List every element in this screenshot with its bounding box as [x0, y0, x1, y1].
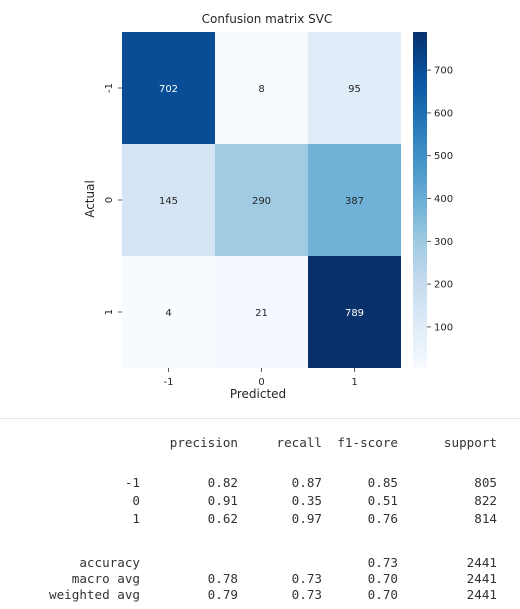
colorbar: [413, 32, 427, 368]
report-cell-precision: 0.82: [207, 475, 238, 490]
report-cell-precision: 0.91: [207, 493, 238, 508]
colorbar-tick-label: 200: [434, 280, 453, 291]
cell-value-label: 290: [252, 196, 271, 207]
colorbar-ticks: 100 200 300 400 500 600 700: [427, 66, 453, 333]
report-header-precision: precision: [169, 435, 238, 450]
report-cell-support: 805: [474, 475, 497, 490]
colorbar-tick-label: 600: [434, 108, 453, 119]
report-summary-f1: 0.70: [367, 587, 398, 602]
report-header-f1-score: f1-score: [337, 435, 398, 450]
report-summary-support: 2441: [466, 571, 497, 586]
heatmap-cell: [215, 256, 308, 368]
cell-value-label: 21: [255, 308, 268, 319]
report-row-label: -1: [124, 475, 140, 490]
cell-value-label: 4: [165, 308, 171, 319]
colorbar-tick-label: 500: [434, 151, 453, 162]
colorbar-tick-label: 400: [434, 194, 453, 205]
report-summary-recall: 0.73: [291, 571, 322, 586]
report-cell-recall: 0.97: [291, 511, 322, 526]
cell-value-label: 789: [345, 308, 364, 319]
report-summary-support: 2441: [466, 555, 497, 570]
cell-value-label: 145: [159, 196, 178, 207]
heatmap-cell: [215, 32, 308, 144]
y-tick-label: -1: [104, 83, 115, 93]
cell-value-label: 387: [345, 196, 364, 207]
report-cell-f1: 0.51: [367, 493, 398, 508]
report-cell-f1: 0.76: [367, 511, 398, 526]
report-header-support: support: [443, 435, 497, 450]
heatmap-cell: [215, 144, 308, 256]
colorbar-tick-label: 700: [434, 66, 453, 77]
report-summary-label: weighted avg: [49, 587, 140, 602]
report-summary-precision: 0.78: [207, 571, 238, 586]
heatmap-cells: [122, 32, 401, 368]
report-row-label: 0: [132, 493, 140, 508]
x-tick-label: -1: [164, 377, 174, 388]
report-cell-recall: 0.35: [291, 493, 322, 508]
y-tick-label: 0: [104, 197, 115, 203]
cell-value-label: 8: [258, 84, 264, 95]
report-row-label: 1: [132, 511, 140, 526]
y-tick-labels: -1 0 1: [104, 83, 122, 315]
report-cell-recall: 0.87: [291, 475, 322, 490]
cell-value-label: 702: [159, 84, 178, 95]
report-summary-support: 2441: [466, 587, 497, 602]
heatmap-cell: [308, 32, 401, 144]
heatmap-cell: [308, 256, 401, 368]
heatmap-cell-labels: 702 8 95 145 290 387 4 21 789: [159, 84, 364, 319]
heatmap-cell: [308, 144, 401, 256]
report-summary-f1: 0.70: [367, 571, 398, 586]
x-tick-label: 1: [351, 377, 357, 388]
report-summary-recall: 0.73: [291, 587, 322, 602]
report-cell-support: 822: [474, 493, 497, 508]
chart-title: Confusion matrix SVC: [202, 12, 333, 26]
heatmap-cell: [122, 144, 215, 256]
report-summary-label: accuracy: [79, 555, 140, 570]
report-summary-f1: 0.73: [367, 555, 398, 570]
cell-value-label: 95: [348, 84, 361, 95]
report-cell-f1: 0.85: [367, 475, 398, 490]
report-header-recall: recall: [276, 435, 323, 450]
x-tick-labels: -1 0 1: [164, 368, 358, 388]
report-cell-support: 814: [474, 511, 497, 526]
heatmap-cell: [122, 256, 215, 368]
classification-report: precision recall f1-score support -1 0.82 0.87…: [0, 418, 520, 609]
colorbar-tick-label: 100: [434, 322, 453, 333]
report-summary-label: macro avg: [71, 571, 140, 586]
colorbar-tick-label: 300: [434, 237, 453, 248]
report-summary-precision: 0.79: [207, 587, 238, 602]
x-tick-label: 0: [258, 377, 264, 388]
report-cell-precision: 0.62: [207, 511, 238, 526]
x-axis-label: Predicted: [230, 387, 286, 401]
y-axis-label: Actual: [83, 180, 97, 218]
y-tick-label: 1: [104, 309, 115, 315]
heatmap-cell: [122, 32, 215, 144]
confusion-matrix-heatmap: Confusion matrix SVC Predicted Actual 70…: [83, 12, 453, 401]
